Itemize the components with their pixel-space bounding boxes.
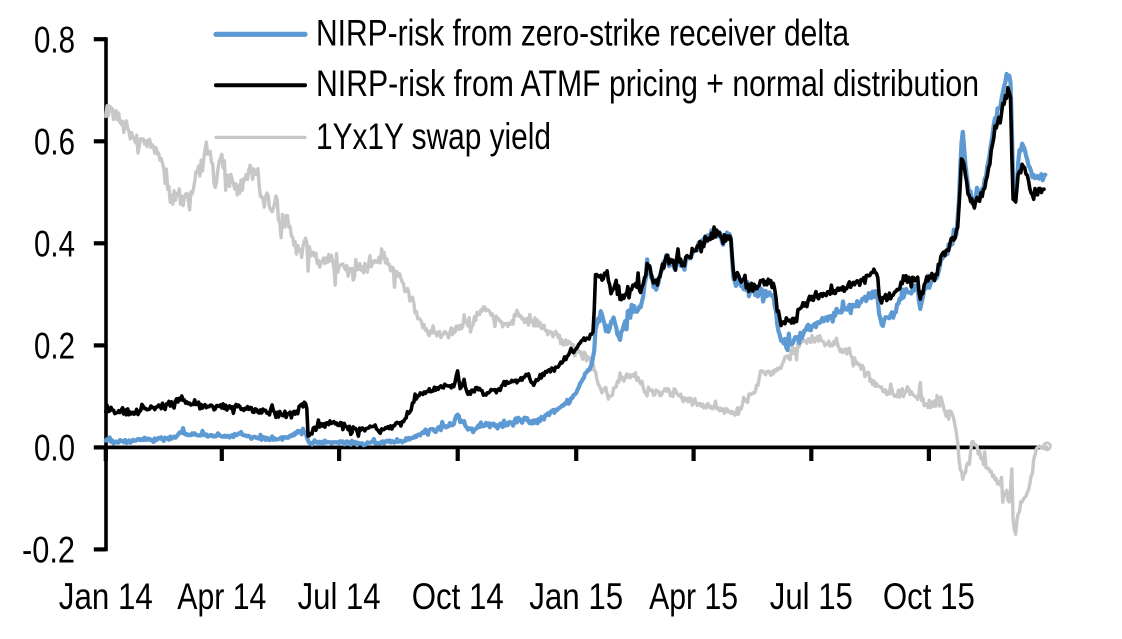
svg-text:0.6: 0.6 bbox=[34, 122, 75, 163]
svg-text:Jan 14: Jan 14 bbox=[59, 576, 153, 617]
svg-text:Apr 15: Apr 15 bbox=[649, 576, 738, 617]
svg-text:Jan 15: Jan 15 bbox=[529, 576, 623, 617]
svg-text:NIRP-risk from zero-strike rec: NIRP-risk from zero-strike receiver delt… bbox=[316, 12, 849, 53]
svg-text:Jul 15: Jul 15 bbox=[770, 576, 853, 617]
svg-text:0.2: 0.2 bbox=[34, 326, 75, 367]
svg-text:Jul 14: Jul 14 bbox=[298, 576, 381, 617]
svg-text:Oct 14: Oct 14 bbox=[412, 576, 504, 617]
svg-text:-0.2: -0.2 bbox=[22, 530, 75, 571]
svg-text:Oct 15: Oct 15 bbox=[883, 576, 975, 617]
svg-text:0.4: 0.4 bbox=[34, 224, 75, 265]
svg-text:Apr 14: Apr 14 bbox=[177, 576, 266, 617]
svg-text:1Yx1Y swap yield: 1Yx1Y swap yield bbox=[316, 116, 551, 157]
svg-text:NIRP-risk from ATMF pricing +: NIRP-risk from ATMF pricing + normal dis… bbox=[316, 63, 979, 104]
svg-text:0.8: 0.8 bbox=[34, 19, 75, 60]
svg-text:0.0: 0.0 bbox=[34, 428, 75, 469]
